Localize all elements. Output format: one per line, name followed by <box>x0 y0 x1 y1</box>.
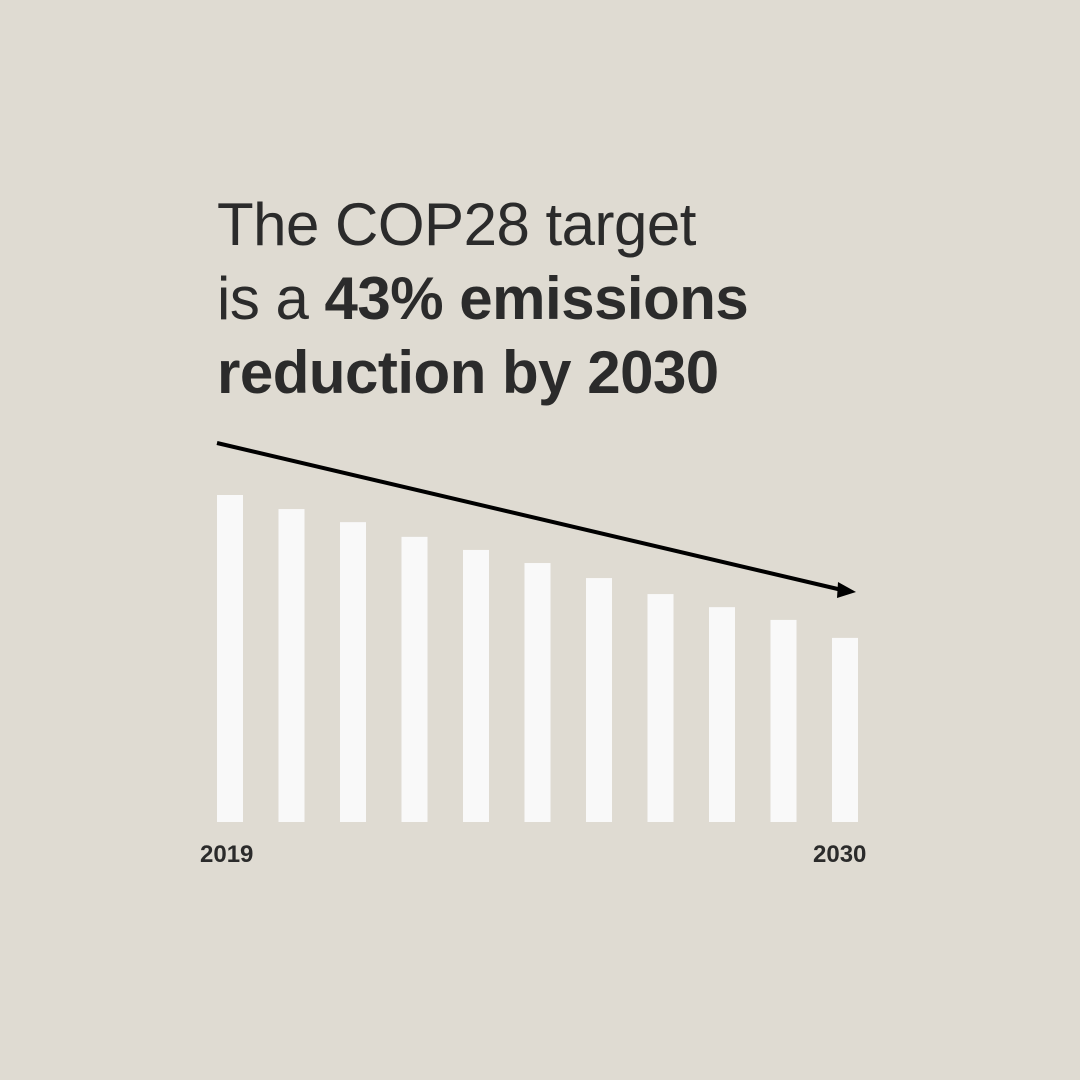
bar-7 <box>647 594 674 822</box>
x-tick-end: 2030 <box>813 841 867 868</box>
headline-line1: The COP28 target <box>217 191 696 258</box>
headline: The COP28 target is a 43% emissions redu… <box>217 188 749 410</box>
bar-1 <box>278 509 305 822</box>
headline-line2-bold: 43% emissions <box>324 265 749 332</box>
trend-arrow-line <box>216 441 843 592</box>
bar-4 <box>463 549 489 822</box>
bar-10 <box>832 637 858 822</box>
bar-5 <box>524 563 551 822</box>
headline-line3: reduction by 2030 <box>217 339 719 406</box>
x-tick-start: 2019 <box>200 841 254 868</box>
bar-8 <box>709 607 735 822</box>
headline-line2-regular: is a <box>217 265 325 332</box>
bar-6 <box>586 578 612 822</box>
bar-0 <box>217 495 243 822</box>
bar-3 <box>401 536 428 822</box>
trend-arrow-head <box>837 582 856 598</box>
bar-2 <box>340 522 366 822</box>
bar-9 <box>770 619 797 822</box>
